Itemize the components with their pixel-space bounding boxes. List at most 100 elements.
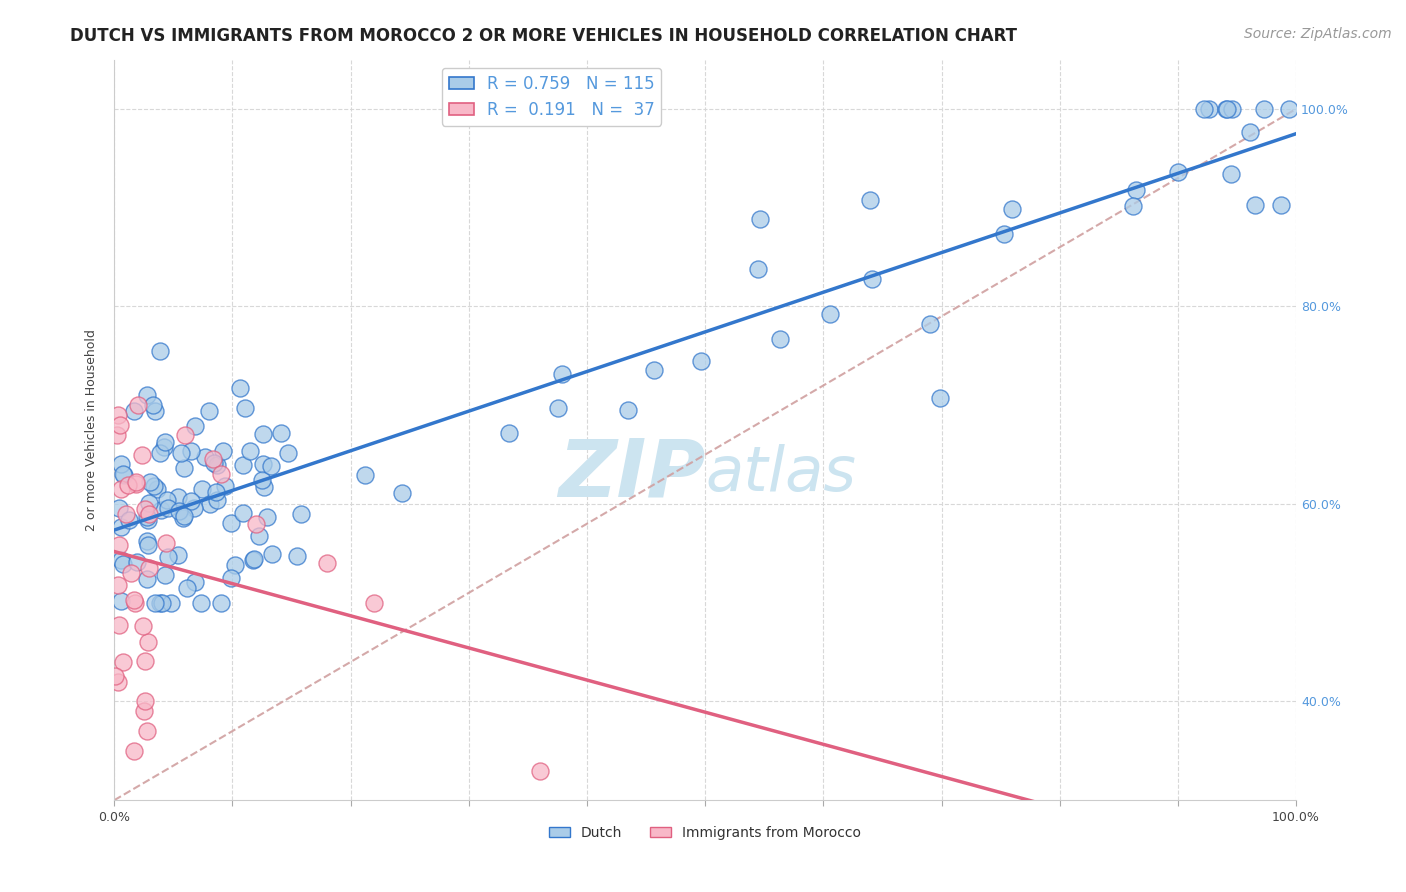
Point (747, 261, 769, 276)
Y-axis label: 2 or more Vehicles in Household: 2 or more Vehicles in Household (86, 329, 98, 531)
Point (108, 617, 131, 632)
Point (190, 596, 212, 610)
Point (252, 427, 274, 442)
Point (202, 456, 225, 470)
Point (249, 529, 271, 543)
Point (191, 482, 214, 496)
Point (124, 744, 146, 758)
Point (1122, 199, 1144, 213)
Point (176, 581, 198, 595)
Point (1220, 102, 1243, 116)
Point (143, 404, 166, 418)
Point (1278, 102, 1301, 116)
Point (174, 427, 197, 442)
Point (110, 417, 132, 432)
Point (112, 467, 135, 482)
Point (122, 404, 145, 418)
Point (125, 555, 148, 569)
Point (120, 566, 142, 580)
Point (117, 478, 139, 492)
Point (858, 193, 880, 207)
Point (253, 480, 276, 494)
Point (173, 509, 195, 524)
Point (929, 391, 952, 405)
Point (184, 574, 207, 589)
Point (156, 550, 179, 565)
Point (209, 596, 232, 610)
Text: atlas: atlas (706, 444, 856, 504)
Point (239, 444, 262, 458)
Point (136, 510, 159, 524)
Point (136, 538, 159, 552)
Text: DUTCH VS IMMIGRANTS FROM MOROCCO 2 OR MORE VEHICLES IN HOUSEHOLD CORRELATION CHA: DUTCH VS IMMIGRANTS FROM MOROCCO 2 OR MO… (70, 27, 1018, 45)
Point (111, 558, 134, 572)
Point (769, 332, 792, 346)
Point (262, 547, 284, 561)
Point (136, 513, 159, 527)
Point (820, 307, 842, 321)
Point (156, 493, 179, 508)
Point (617, 402, 640, 417)
Point (221, 571, 243, 585)
Point (232, 507, 254, 521)
Point (180, 444, 202, 458)
Point (860, 271, 883, 285)
Point (124, 477, 146, 491)
Point (1215, 102, 1237, 116)
Point (1239, 125, 1261, 139)
Point (198, 404, 221, 418)
Point (136, 635, 159, 649)
Point (277, 446, 299, 460)
Text: ZIP: ZIP (558, 435, 706, 513)
Point (115, 507, 138, 521)
Point (201, 451, 224, 466)
Point (138, 560, 160, 574)
Point (146, 483, 169, 497)
Point (142, 398, 165, 412)
Point (1220, 167, 1243, 181)
Point (242, 553, 264, 567)
Point (105, 427, 128, 442)
Point (111, 655, 134, 669)
Point (219, 516, 242, 531)
Point (122, 592, 145, 607)
Point (134, 501, 156, 516)
Point (111, 467, 134, 481)
Point (170, 446, 193, 460)
Point (125, 475, 148, 489)
Point (212, 443, 235, 458)
Point (149, 446, 172, 460)
Point (214, 479, 236, 493)
Point (107, 577, 129, 591)
Point (993, 227, 1015, 241)
Point (180, 493, 202, 508)
Point (149, 344, 172, 359)
Point (643, 363, 665, 377)
Point (183, 419, 205, 434)
Point (204, 484, 226, 499)
Point (363, 596, 385, 610)
Point (209, 467, 232, 482)
Point (205, 492, 228, 507)
Point (149, 596, 172, 610)
Point (1001, 202, 1024, 217)
Point (1244, 198, 1267, 212)
Point (547, 401, 569, 416)
Text: Source: ZipAtlas.com: Source: ZipAtlas.com (1244, 27, 1392, 41)
Point (139, 475, 162, 489)
Point (167, 504, 190, 518)
Point (138, 496, 160, 510)
Point (690, 354, 713, 368)
Point (110, 482, 132, 496)
Point (224, 558, 246, 573)
Point (354, 467, 377, 482)
Point (136, 724, 159, 739)
Point (243, 552, 266, 566)
Point (150, 503, 173, 517)
Point (1253, 102, 1275, 116)
Point (143, 596, 166, 610)
Point (131, 448, 153, 462)
Point (250, 473, 273, 487)
Point (134, 694, 156, 708)
Point (173, 461, 195, 475)
